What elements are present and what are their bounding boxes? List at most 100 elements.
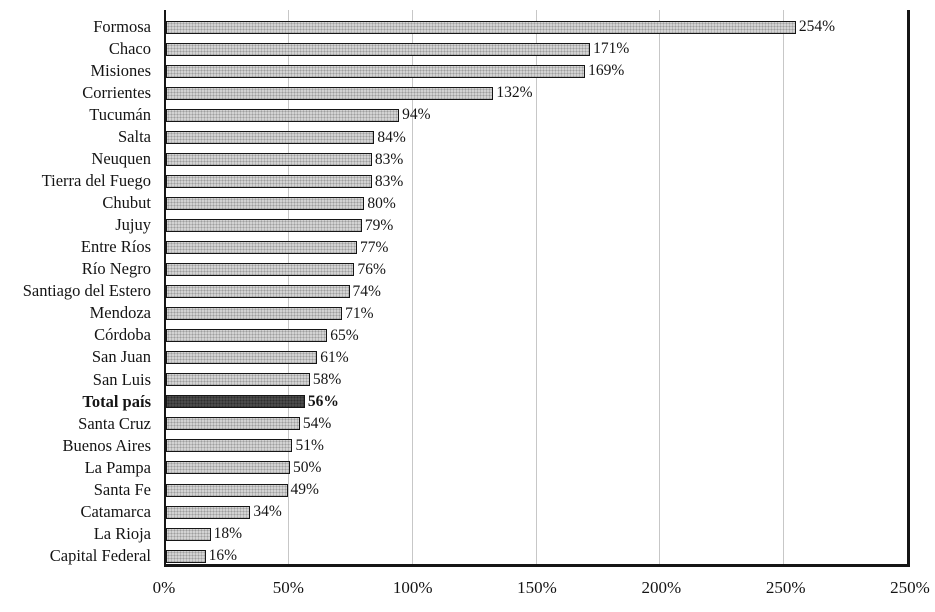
bar-track: 76% <box>166 259 910 281</box>
x-tick-label: 50% <box>272 578 304 597</box>
bar-track: 83% <box>166 170 910 192</box>
bar <box>166 64 586 78</box>
value-label: 83% <box>374 150 404 168</box>
value-label: 83% <box>374 172 404 190</box>
bar <box>166 174 372 188</box>
bar-row: San Luis 58% <box>0 369 935 391</box>
bar-row: Buenos Aires 51% <box>0 435 935 457</box>
category-label: Chubut <box>102 193 151 213</box>
bar-row: Santa Cruz 54% <box>0 413 935 435</box>
bar-row: Chubut 80% <box>0 192 935 214</box>
bar-track: 84% <box>166 126 910 148</box>
value-label: 80% <box>367 194 396 212</box>
bar <box>166 329 328 343</box>
bar <box>166 263 355 277</box>
bar-track: 61% <box>166 347 910 369</box>
bar <box>166 152 372 166</box>
value-label: 50% <box>293 459 322 477</box>
bar-track: 51% <box>166 435 910 457</box>
bar <box>166 285 350 299</box>
value-label: 94% <box>402 106 431 124</box>
bar <box>166 307 343 321</box>
category-label: La Rioja <box>93 523 151 543</box>
gridline <box>782 10 784 564</box>
category-label: Buenos Aires <box>62 435 151 455</box>
value-label: 76% <box>357 260 386 278</box>
category-label: Santa Fe <box>93 479 151 499</box>
value-label: 79% <box>364 216 394 234</box>
bar-track: 71% <box>166 303 910 325</box>
category-label: Mendoza <box>89 303 151 323</box>
bar <box>166 196 365 210</box>
bar-track: 49% <box>166 479 910 501</box>
bar-track: 50% <box>166 457 910 479</box>
bar-track: 169% <box>166 60 910 82</box>
bar <box>166 483 288 497</box>
bar <box>166 527 211 541</box>
gridline <box>535 10 537 564</box>
bar-row: Entre Ríos 77% <box>0 236 935 258</box>
category-label: Santiago del Estero <box>22 281 151 301</box>
value-label: 18% <box>213 525 243 543</box>
bar-row: Capital Federal 16% <box>0 545 935 567</box>
bar-row: Santiago del Estero 74% <box>0 281 935 303</box>
bar <box>166 42 591 56</box>
bar-rows: Formosa 254% Chaco 171% Misiones 169% Corrient… <box>0 16 935 567</box>
bar <box>166 351 318 365</box>
bar-track: 56% <box>166 391 910 413</box>
bar <box>166 108 400 122</box>
bar <box>166 505 251 519</box>
bar-row: Formosa 254% <box>0 16 935 38</box>
value-label: 51% <box>295 437 324 455</box>
x-axis: 0% 50% 100% 150% 200% 250% 250% <box>153 578 930 604</box>
value-label: 71% <box>345 304 374 322</box>
bar-row: Salta 84% <box>0 126 935 148</box>
value-label: 254% <box>798 18 836 36</box>
category-label: La Pampa <box>84 457 151 477</box>
bar <box>166 461 290 475</box>
x-tick-label: 100% <box>392 578 433 597</box>
value-label: 56% <box>307 393 339 411</box>
category-label: Total país <box>82 391 151 411</box>
category-label: Río Negro <box>81 259 151 279</box>
bar-row: Neuquen 83% <box>0 148 935 170</box>
gridline <box>411 10 413 564</box>
value-label: 84% <box>377 128 406 146</box>
category-label: San Juan <box>91 347 151 367</box>
bar-track: 34% <box>166 501 910 523</box>
bar-row: Santa Fe 49% <box>0 479 935 501</box>
bar-track: 83% <box>166 148 910 170</box>
category-label: Misiones <box>90 60 151 80</box>
value-label: 54% <box>302 415 332 433</box>
value-label: 16% <box>208 547 238 565</box>
bar-row: La Pampa 50% <box>0 457 935 479</box>
bar-row: San Juan 61% <box>0 347 935 369</box>
bar-track: 132% <box>166 82 910 104</box>
category-label: Córdoba <box>94 325 151 345</box>
bar <box>166 218 362 232</box>
bar-track: 16% <box>166 545 910 567</box>
bar-track: 94% <box>166 104 910 126</box>
bar <box>166 20 796 34</box>
bar <box>166 373 310 387</box>
x-tick-label: 0% <box>152 578 176 597</box>
category-label: Jujuy <box>115 215 151 235</box>
value-label: 77% <box>359 238 389 256</box>
category-label: Santa Cruz <box>78 413 151 433</box>
value-label: 65% <box>330 326 359 344</box>
gridline <box>658 10 660 564</box>
bar <box>166 130 375 144</box>
bar-track: 54% <box>166 413 910 435</box>
bar-track: 79% <box>166 214 910 236</box>
bar-row: Total país 56% <box>0 391 935 413</box>
category-label: San Luis <box>92 369 151 389</box>
bar-track: 254% <box>166 16 910 38</box>
value-label: 61% <box>320 348 349 366</box>
value-label: 171% <box>593 40 630 58</box>
category-label: Formosa <box>93 16 151 36</box>
bar <box>166 417 300 431</box>
bar-row: Misiones 169% <box>0 60 935 82</box>
bar-track: 58% <box>166 369 910 391</box>
bar-track: 74% <box>166 281 910 303</box>
